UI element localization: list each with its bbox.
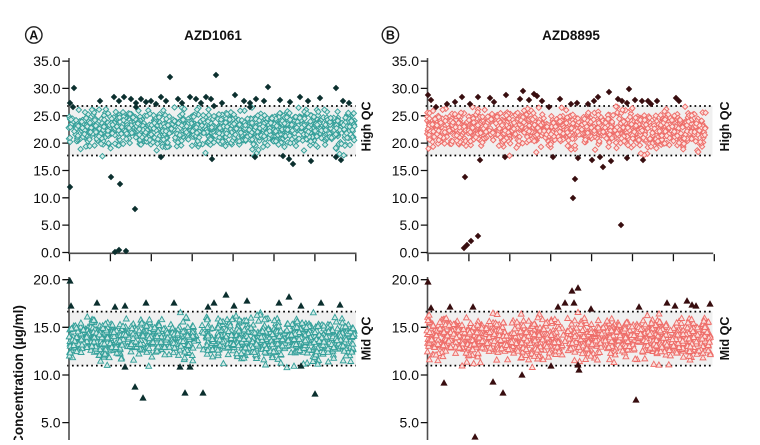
svg-text:15.0: 15.0 xyxy=(392,163,419,179)
svg-text:25.0: 25.0 xyxy=(392,108,419,124)
svg-text:B: B xyxy=(386,29,395,43)
svg-text:Concentration (µg/ml): Concentration (µg/ml) xyxy=(11,305,26,440)
svg-text:20.0: 20.0 xyxy=(33,135,60,151)
svg-text:High QC: High QC xyxy=(718,102,732,152)
svg-text:0.0: 0.0 xyxy=(400,245,420,261)
svg-text:A: A xyxy=(29,29,38,43)
svg-text:35.0: 35.0 xyxy=(392,53,419,69)
svg-text:Mid QC: Mid QC xyxy=(360,317,374,361)
svg-text:5.0: 5.0 xyxy=(400,415,420,431)
svg-text:Mid QC: Mid QC xyxy=(718,317,732,361)
svg-text:10.0: 10.0 xyxy=(33,367,60,383)
svg-text:20.0: 20.0 xyxy=(392,272,419,288)
svg-text:15.0: 15.0 xyxy=(392,319,419,335)
svg-text:15.0: 15.0 xyxy=(33,319,60,335)
svg-text:High QC: High QC xyxy=(360,102,374,152)
svg-text:AZD1061: AZD1061 xyxy=(184,28,242,43)
svg-text:0.0: 0.0 xyxy=(41,245,61,261)
svg-text:5.0: 5.0 xyxy=(41,217,61,233)
svg-text:15.0: 15.0 xyxy=(33,163,60,179)
svg-text:5.0: 5.0 xyxy=(41,415,61,431)
svg-text:20.0: 20.0 xyxy=(33,272,60,288)
svg-text:AZD8895: AZD8895 xyxy=(542,28,600,43)
svg-text:25.0: 25.0 xyxy=(33,108,60,124)
svg-text:30.0: 30.0 xyxy=(392,80,419,96)
svg-text:20.0: 20.0 xyxy=(392,135,419,151)
svg-text:10.0: 10.0 xyxy=(33,190,60,206)
svg-text:35.0: 35.0 xyxy=(33,53,60,69)
svg-text:10.0: 10.0 xyxy=(392,367,419,383)
svg-text:30.0: 30.0 xyxy=(33,80,60,96)
svg-text:10.0: 10.0 xyxy=(392,190,419,206)
svg-text:5.0: 5.0 xyxy=(400,217,420,233)
